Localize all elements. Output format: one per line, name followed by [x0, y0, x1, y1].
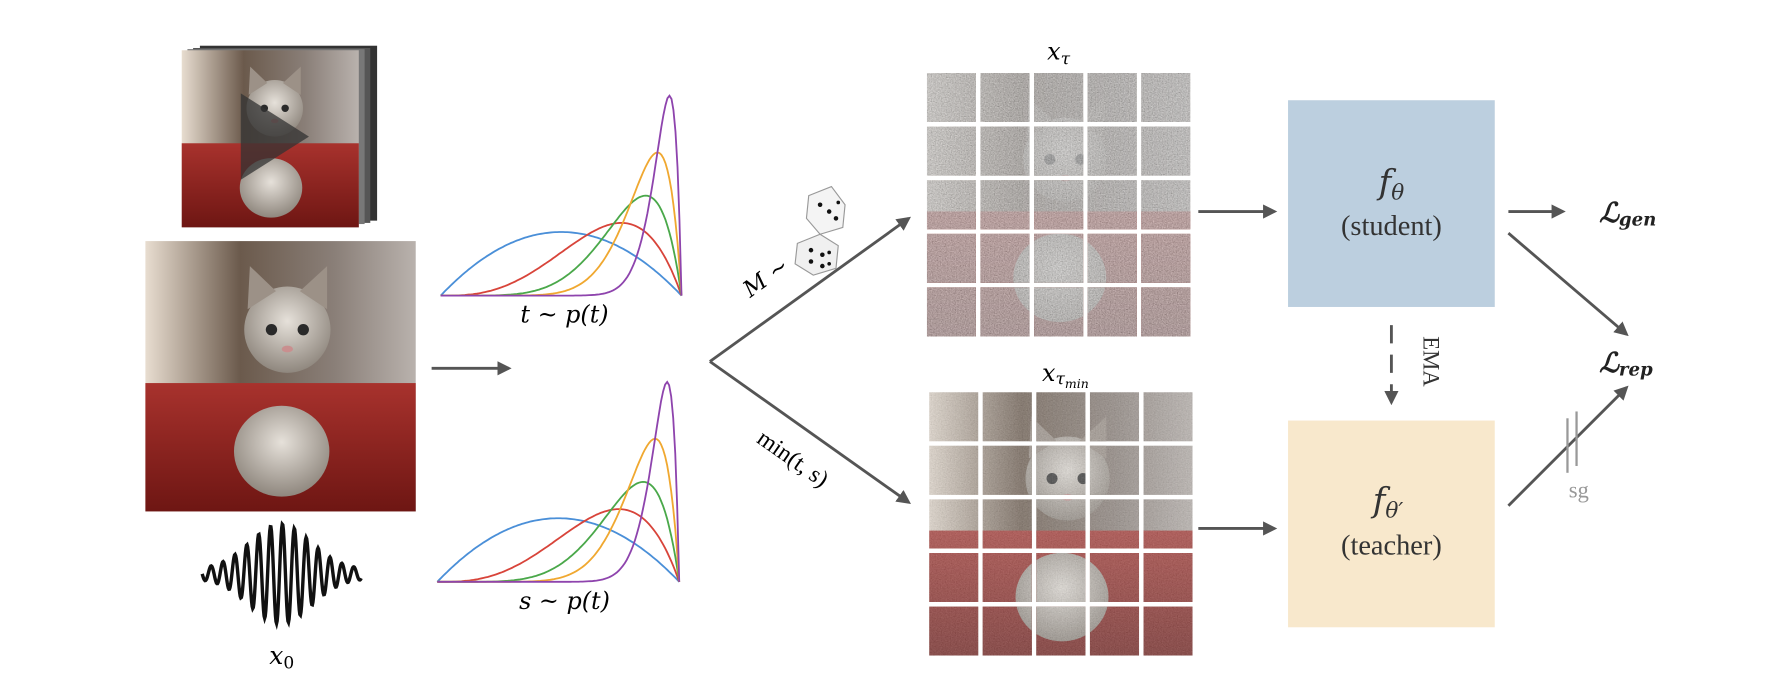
x-base: x [1042, 358, 1056, 386]
mask-label: M ~ [738, 253, 794, 304]
loss-sub: gen [1619, 210, 1656, 231]
t-distribution: t ~ p(t) [520, 301, 608, 329]
x0-base: x [269, 640, 283, 669]
s-distribution: s ~ p(t) [519, 587, 610, 615]
x-sub: τ [1061, 49, 1071, 69]
x-tau-min-label: xτmin [1042, 358, 1089, 390]
noisy-grid [929, 392, 1193, 656]
f-sub: θ [1391, 180, 1404, 205]
student-role: (student) [1341, 211, 1442, 242]
curve [437, 508, 681, 583]
video-stack [181, 45, 378, 228]
teacher-role: (teacher) [1341, 530, 1442, 561]
play-icon [240, 93, 309, 180]
loss-gen: ℒgen [1599, 196, 1656, 230]
arrow [709, 360, 911, 504]
distribution-curves [436, 380, 681, 583]
distribution-curves [440, 94, 683, 297]
noise [929, 392, 1193, 656]
curve [440, 194, 683, 297]
curve [440, 222, 683, 297]
noise [926, 72, 1191, 337]
curve [437, 380, 681, 583]
loss-symbol: ℒ [1599, 346, 1620, 378]
grid-cells [929, 392, 1193, 656]
loss-rep: ℒrep [1599, 346, 1653, 380]
grid-cells [926, 72, 1191, 337]
audio-wave [200, 520, 363, 630]
curve [440, 94, 683, 297]
teacher-box [1288, 420, 1495, 628]
curve [440, 231, 683, 297]
x-sub: τ [1055, 369, 1065, 389]
x-tau-label: xτ [1047, 37, 1070, 69]
min-label: min(t, s) [752, 425, 833, 493]
loss-sub: rep [1619, 360, 1653, 381]
f-sub: θ′ [1385, 498, 1403, 523]
ema-label: EMA [1419, 336, 1444, 387]
image [145, 241, 416, 512]
noisy-grid [926, 72, 1191, 337]
dice [794, 185, 846, 276]
x0-sub: 0 [283, 653, 294, 673]
arrow [1507, 232, 1629, 337]
student-box [1288, 100, 1495, 307]
x0-label: x0 [269, 640, 294, 673]
loss-symbol: ℒ [1599, 196, 1620, 228]
x-base: x [1047, 37, 1061, 65]
stop-grad-label: sg [1569, 477, 1589, 502]
x-subsub: min [1065, 376, 1089, 391]
curve [436, 517, 680, 583]
arrow [709, 216, 911, 363]
curve [437, 480, 681, 583]
